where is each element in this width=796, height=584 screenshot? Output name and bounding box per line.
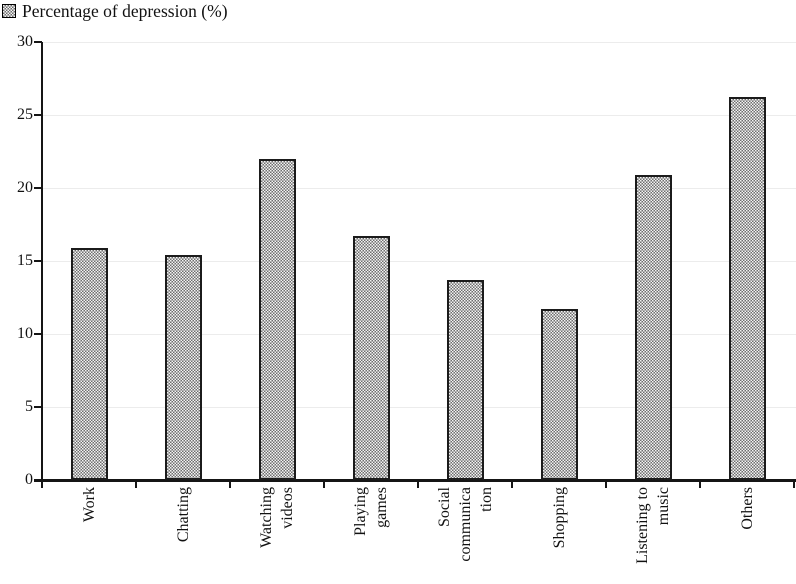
bar-6 <box>635 175 672 480</box>
bar-0 <box>71 248 108 480</box>
x-axis-line <box>34 479 796 482</box>
gridline-5 <box>42 407 796 408</box>
y-tick-25 <box>34 114 42 116</box>
x-tick-6 <box>605 480 607 488</box>
bar-3 <box>353 236 390 480</box>
gridline-15 <box>42 261 796 262</box>
y-tick-label-5: 5 <box>25 398 33 415</box>
y-tick-label-0: 0 <box>25 471 33 488</box>
gridline-10 <box>42 334 796 335</box>
bar-7 <box>729 97 766 480</box>
bar-4 <box>447 280 484 480</box>
x-category-label-6: Listening to music <box>634 487 672 564</box>
y-tick-10 <box>34 333 42 335</box>
y-tick-15 <box>34 260 42 262</box>
y-tick-20 <box>34 187 42 189</box>
gridline-30 <box>42 42 796 43</box>
gridline-25 <box>42 115 796 116</box>
legend-label: Percentage of depression (%) <box>22 1 228 21</box>
x-category-label-7: Others <box>739 487 756 530</box>
x-tick-0 <box>41 480 43 488</box>
gridline-20 <box>42 188 796 189</box>
bar-5 <box>541 309 578 480</box>
y-tick-label-10: 10 <box>17 325 33 342</box>
y-tick-label-15: 15 <box>17 252 33 269</box>
x-tick-1 <box>135 480 137 488</box>
y-tick-label-20: 20 <box>17 179 33 196</box>
y-tick-5 <box>34 406 42 408</box>
x-category-label-1: Chatting <box>175 487 192 543</box>
legend-pattern-swatch <box>2 4 16 18</box>
x-tick-2 <box>229 480 231 488</box>
legend: Percentage of depression (%) <box>2 2 228 20</box>
x-category-label-4: Social communica tion <box>436 487 495 562</box>
x-category-label-2: Watching videos <box>258 487 296 548</box>
y-tick-label-25: 25 <box>17 106 33 123</box>
x-tick-8 <box>793 480 795 488</box>
x-category-label-3: Playing games <box>352 487 390 536</box>
y-tick-label-30: 30 <box>17 33 33 50</box>
bar-2 <box>259 159 296 480</box>
x-tick-5 <box>511 480 513 488</box>
x-tick-3 <box>323 480 325 488</box>
x-category-label-5: Shopping <box>551 487 568 549</box>
x-tick-7 <box>699 480 701 488</box>
y-axis-line <box>41 42 43 482</box>
y-tick-30 <box>34 41 42 43</box>
x-tick-4 <box>417 480 419 488</box>
bar-1 <box>165 255 202 480</box>
x-category-label-0: Work <box>81 487 98 523</box>
